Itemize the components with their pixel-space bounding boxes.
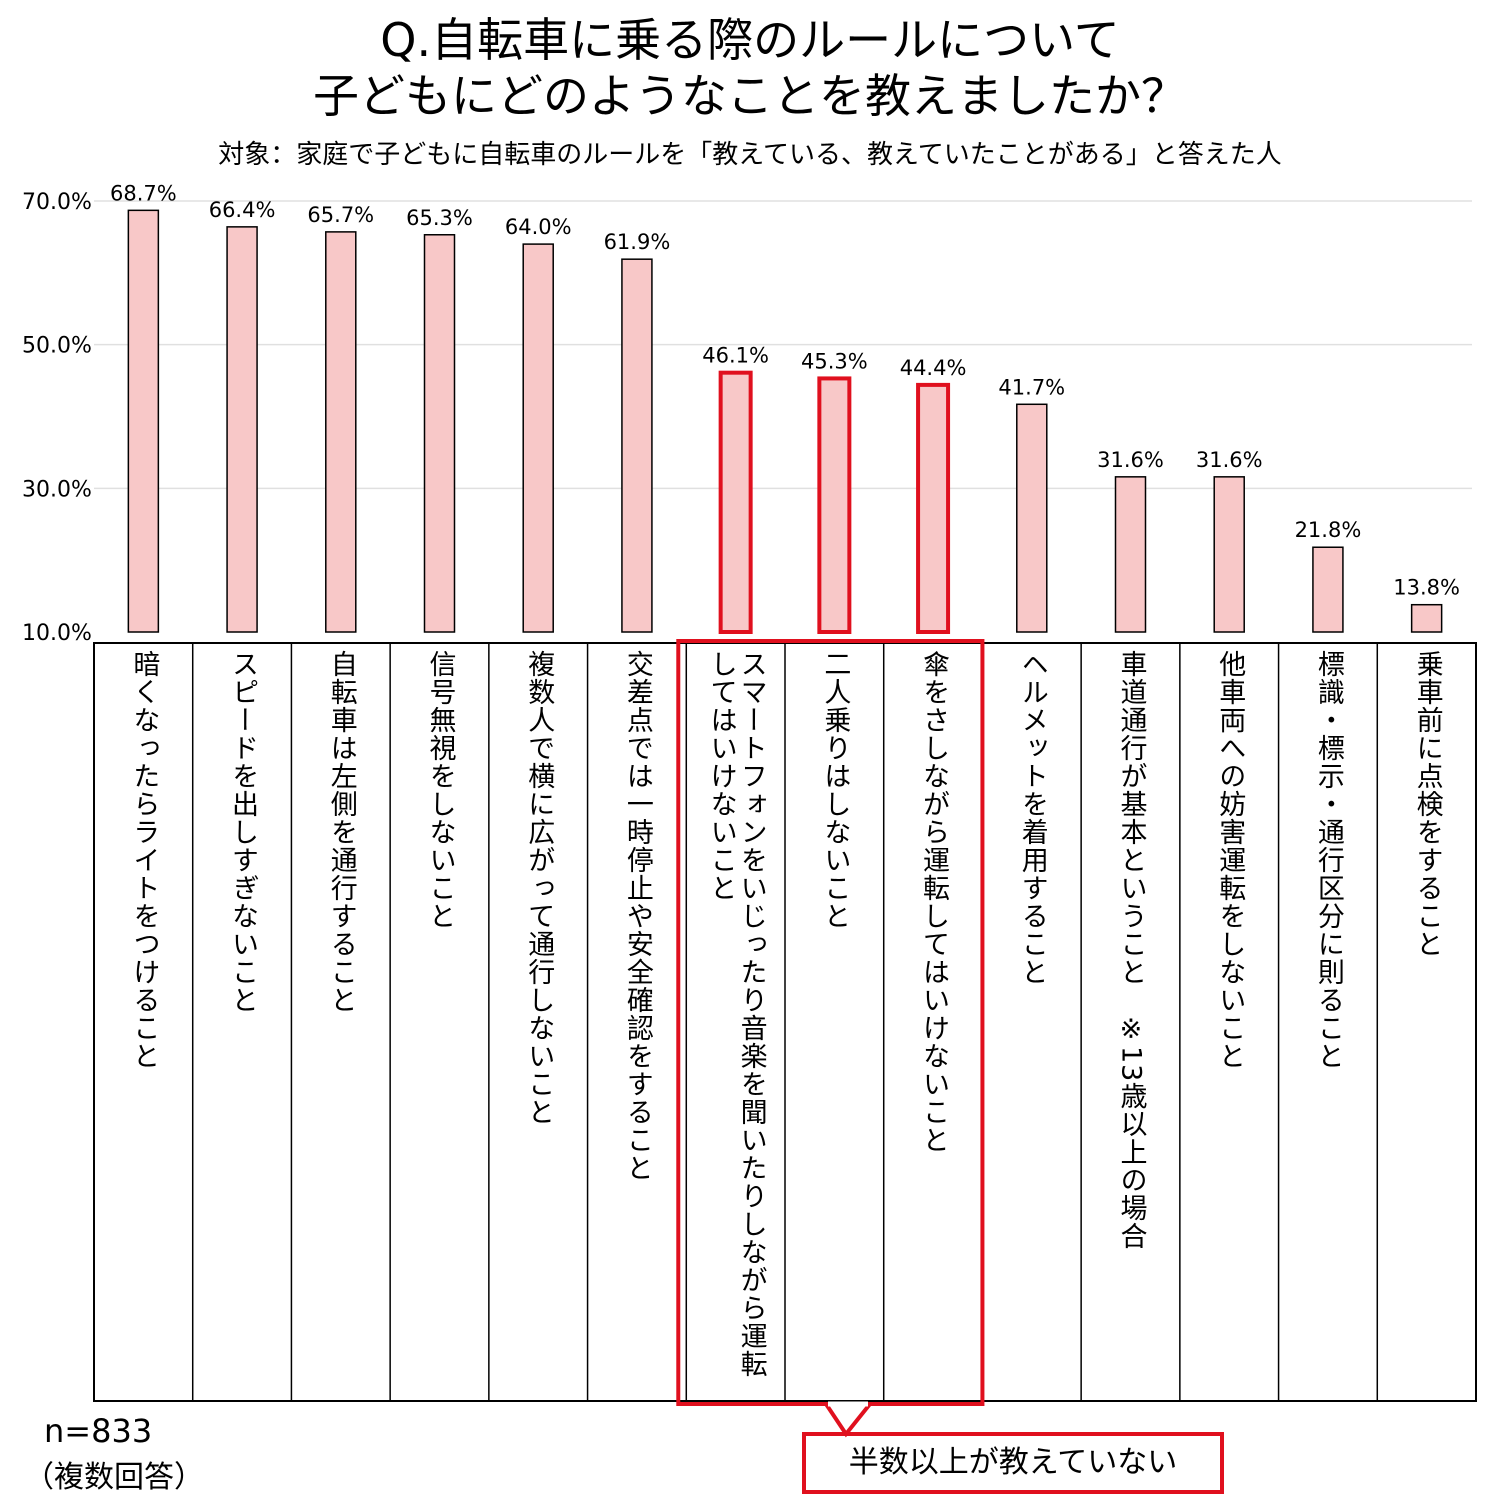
- highlighted-bar: [718, 370, 753, 634]
- category-label-text: スピードを出しすぎないこと: [227, 650, 259, 1014]
- value-label: 45.3%: [801, 349, 868, 373]
- chart-subtitle: 対象：家庭で子どもに自転車のルールを「教えている、教えていたことがある」と答えた…: [218, 140, 1282, 170]
- value-label: 65.3%: [406, 206, 473, 230]
- category-label: 複数人で横に広がって通行しないこと: [489, 646, 588, 1398]
- category-label: 暗くなったらライトをつけること: [94, 646, 193, 1398]
- bar: [1114, 476, 1147, 633]
- bar: [1410, 603, 1443, 633]
- category-label-text: 信号無視をしないこと: [424, 650, 456, 930]
- bar: [522, 243, 554, 633]
- value-label: 46.1%: [702, 344, 769, 368]
- category-label-text: スマートフォンをいじったり音楽を聞いたりしながら運転してはいけないこと: [705, 650, 767, 1378]
- category-label: 交差点では一時停止や安全確認をすること: [588, 646, 687, 1398]
- category-label: 他車両への妨害運転をしないこと: [1180, 646, 1279, 1398]
- callout-pointer: [822, 1402, 875, 1438]
- bar: [1016, 403, 1048, 633]
- value-label: 13.8%: [1393, 576, 1460, 600]
- category-label-text: 標識・標示・通行区分に則ること: [1312, 650, 1344, 1070]
- category-label: 乗車前に点検をすること: [1377, 646, 1476, 1398]
- value-label: 31.6%: [1196, 448, 1263, 472]
- category-label: 二人乗りはしないこと: [785, 646, 884, 1398]
- chart-title-line1: Q.自転車に乗る際のルールについて: [380, 13, 1120, 67]
- y-tick-label: 70.0%: [22, 190, 92, 215]
- bar: [127, 209, 160, 633]
- category-label-text: 複数人で横に広がって通行しないこと: [523, 650, 555, 1126]
- value-label: 31.6%: [1097, 448, 1164, 472]
- value-label: 61.9%: [604, 230, 671, 254]
- category-label-text: 車道通行が基本ということ ※13歳以上の場合: [1115, 650, 1147, 1251]
- category-label: 自転車は左側を通行すること: [291, 646, 390, 1398]
- value-label: 65.7%: [307, 203, 374, 227]
- category-label-text: ヘルメットを着用すること: [1016, 650, 1048, 986]
- category-label-text: 自転車は左側を通行すること: [325, 650, 357, 1014]
- value-label: 21.8%: [1295, 518, 1362, 542]
- chart-title-line2: 子どもにどのようなことを教えましたか？: [313, 69, 1187, 123]
- category-label-text: 暗くなったらライトをつけること: [128, 650, 160, 1070]
- category-label: ヘルメットを着用すること: [982, 646, 1081, 1398]
- answer-type-note: （複数回答）: [24, 1460, 204, 1495]
- bar: [1213, 476, 1245, 633]
- category-label-text: 二人乗りはしないこと: [819, 650, 851, 930]
- bar: [423, 234, 456, 633]
- value-label: 68.7%: [110, 181, 177, 205]
- category-label: 信号無視をしないこと: [390, 646, 489, 1398]
- category-label-text: 乗車前に点検をすること: [1411, 650, 1443, 958]
- bar: [1312, 546, 1344, 633]
- category-label-text: 交差点では一時停止や安全確認をすること: [621, 650, 653, 1182]
- value-label: 41.7%: [998, 375, 1065, 399]
- value-label: 44.4%: [900, 356, 967, 380]
- y-tick-label: 50.0%: [22, 334, 92, 359]
- category-label-text: 傘をさしながら運転してはいけないこと: [918, 650, 950, 1154]
- sample-size: n=833: [44, 1412, 153, 1450]
- callout-box: [802, 1432, 1224, 1494]
- y-tick-label: 30.0%: [22, 477, 92, 502]
- bar: [325, 231, 357, 633]
- category-label: スピードを出しすぎないこと: [193, 646, 292, 1398]
- value-label: 66.4%: [209, 198, 276, 222]
- category-label: 傘をさしながら運転してはいけないこと: [884, 646, 983, 1398]
- bar: [226, 226, 258, 633]
- category-label-text: 他車両への妨害運転をしないこと: [1214, 650, 1246, 1070]
- highlighted-bar: [916, 382, 951, 635]
- bar: [621, 258, 653, 633]
- callout-text: 半数以上が教えていない: [848, 1445, 1178, 1480]
- value-label: 64.0%: [505, 215, 572, 239]
- category-label: 標識・標示・通行区分に則ること: [1279, 646, 1378, 1398]
- category-label: 車道通行が基本ということ ※13歳以上の場合: [1081, 646, 1180, 1398]
- y-tick-label: 10.0%: [22, 621, 92, 646]
- highlighted-bar: [817, 376, 852, 635]
- category-label: スマートフォンをいじったり音楽を聞いたりしながら運転してはいけないこと: [686, 646, 785, 1398]
